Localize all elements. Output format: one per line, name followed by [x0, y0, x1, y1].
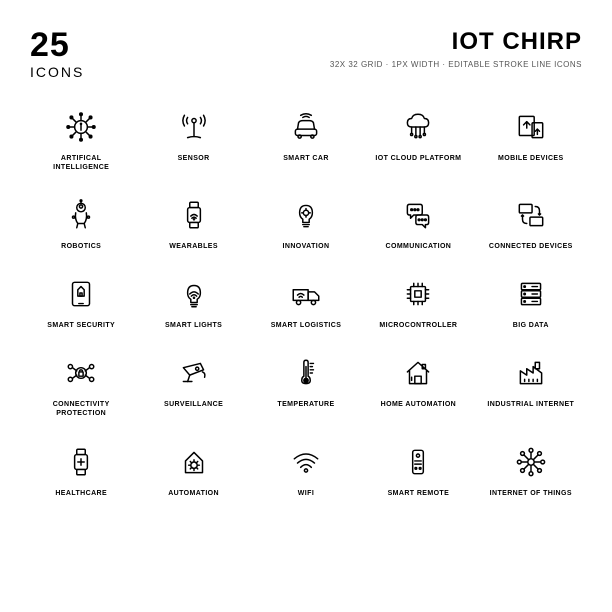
wifi-icon: [287, 443, 325, 481]
innovation-icon: [287, 196, 325, 234]
icon-cell: SMART SECURITY: [30, 275, 132, 330]
icon-label: SMART CAR: [283, 154, 329, 163]
smart-logistics-icon: [287, 275, 325, 313]
icon-cell: IOT CLOUD PLATFORM: [367, 108, 469, 172]
automation-icon: [175, 443, 213, 481]
microcontroller-icon: [399, 275, 437, 313]
temperature-icon: [287, 354, 325, 392]
icon-count-label: ICONS: [30, 64, 84, 80]
icon-label: TEMPERATURE: [277, 400, 334, 409]
communication-icon: [399, 196, 437, 234]
mobile-devices-icon: [512, 108, 550, 146]
icon-label: SMART LOGISTICS: [271, 321, 342, 330]
icon-cell: WEARABLES: [142, 196, 244, 251]
icon-cell: SMART LOGISTICS: [255, 275, 357, 330]
healthcare-icon: [62, 443, 100, 481]
icon-cell: COMMUNICATION: [367, 196, 469, 251]
icon-cell: TEMPERATURE: [255, 354, 357, 418]
sensor-icon: [175, 108, 213, 146]
icon-cell: SMART REMOTE: [367, 443, 469, 498]
icon-cell: WIFI: [255, 443, 357, 498]
icon-cell: AUTOMATION: [142, 443, 244, 498]
smart-remote-icon: [399, 443, 437, 481]
icon-cell: SMART CAR: [255, 108, 357, 172]
icon-label: SURVEILLANCE: [164, 400, 223, 409]
icon-label: WIFI: [298, 489, 314, 498]
iot-cloud-platform-icon: [399, 108, 437, 146]
icon-cell: ARTIFICAL INTELLIGENCE: [30, 108, 132, 172]
icon-cell: HEALTHCARE: [30, 443, 132, 498]
home-automation-icon: [399, 354, 437, 392]
icon-label: COMMUNICATION: [386, 242, 452, 251]
icon-label: HEALTHCARE: [55, 489, 107, 498]
icon-label: CONNECTED DEVICES: [489, 242, 573, 251]
header-right: IOT CHIRP 32X 32 GRID · 1PX WIDTH · EDIT…: [330, 28, 582, 69]
icon-grid: ARTIFICAL INTELLIGENCE SENSOR SMART CAR …: [30, 108, 582, 498]
icon-label: SMART SECURITY: [47, 321, 115, 330]
icon-cell: SMART LIGHTS: [142, 275, 244, 330]
artificial-intelligence-icon: [62, 108, 100, 146]
icon-label: ROBOTICS: [61, 242, 101, 251]
icon-cell: CONNECTED DEVICES: [480, 196, 582, 251]
icon-count: 25: [30, 28, 84, 62]
icon-cell: INDUSTRIAL INTERNET: [480, 354, 582, 418]
icon-cell: MICROCONTROLLER: [367, 275, 469, 330]
surveillance-icon: [175, 354, 213, 392]
icon-cell: SURVEILLANCE: [142, 354, 244, 418]
icon-label: WEARABLES: [169, 242, 218, 251]
icon-cell: SENSOR: [142, 108, 244, 172]
icon-label: AUTOMATION: [168, 489, 219, 498]
icon-label: ARTIFICAL INTELLIGENCE: [36, 154, 126, 172]
icon-cell: CONNECTIVITY PROTECTION: [30, 354, 132, 418]
icon-label: MICROCONTROLLER: [379, 321, 457, 330]
icon-cell: INTERNET OF THINGS: [480, 443, 582, 498]
big-data-icon: [512, 275, 550, 313]
header: 25 ICONS IOT CHIRP 32X 32 GRID · 1PX WID…: [30, 28, 582, 80]
header-left: 25 ICONS: [30, 28, 84, 80]
pack-subtitle: 32X 32 GRID · 1PX WIDTH · EDITABLE STROK…: [330, 60, 582, 69]
icon-label: BIG DATA: [513, 321, 549, 330]
icon-label: SMART REMOTE: [388, 489, 450, 498]
icon-label: IOT CLOUD PLATFORM: [375, 154, 461, 163]
icon-cell: HOME AUTOMATION: [367, 354, 469, 418]
smart-security-icon: [62, 275, 100, 313]
icon-label: MOBILE DEVICES: [498, 154, 564, 163]
icon-cell: MOBILE DEVICES: [480, 108, 582, 172]
icon-label: INTERNET OF THINGS: [490, 489, 572, 498]
icon-label: HOME AUTOMATION: [381, 400, 456, 409]
icon-cell: BIG DATA: [480, 275, 582, 330]
smart-car-icon: [287, 108, 325, 146]
icon-label: SMART LIGHTS: [165, 321, 222, 330]
icon-label: CONNECTIVITY PROTECTION: [36, 400, 126, 418]
robotics-icon: [62, 196, 100, 234]
icon-cell: ROBOTICS: [30, 196, 132, 251]
industrial-internet-icon: [512, 354, 550, 392]
icon-label: INNOVATION: [283, 242, 330, 251]
icon-label: SENSOR: [178, 154, 210, 163]
icon-label: INDUSTRIAL INTERNET: [487, 400, 574, 409]
internet-of-things-icon: [512, 443, 550, 481]
connectivity-protection-icon: [62, 354, 100, 392]
smart-lights-icon: [175, 275, 213, 313]
icon-cell: INNOVATION: [255, 196, 357, 251]
wearables-icon: [175, 196, 213, 234]
connected-devices-icon: [512, 196, 550, 234]
pack-title: IOT CHIRP: [330, 28, 582, 56]
